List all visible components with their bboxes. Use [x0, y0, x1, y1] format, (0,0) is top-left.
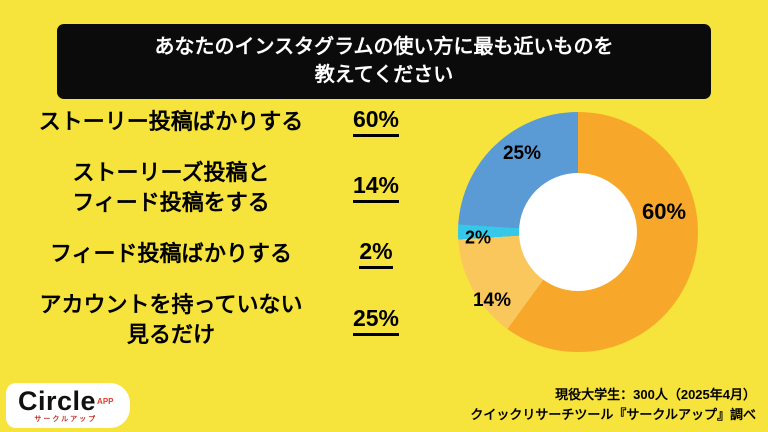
logo-wordmark: CircleAPP — [18, 386, 114, 417]
list-item: アカウントを持っていない 見るだけ 25% — [2, 290, 412, 349]
percent-value: 60% — [352, 106, 400, 137]
logo-app-superscript: APP — [97, 396, 114, 406]
circle-app-logo: CircleAPP サークルアップ — [6, 383, 130, 428]
option-value: 25% — [340, 305, 412, 336]
slice-label-stories-and-feed: 14% — [472, 290, 512, 311]
logo-brand-text: Circle — [18, 386, 97, 416]
percent-value: 14% — [352, 172, 400, 204]
logo-subtext: サークルアップ — [34, 416, 98, 423]
source-line-2: クイックリサーチツール『サークルアップ』調べ — [470, 406, 756, 422]
donut-chart: 60% 14% 2% 25% — [458, 112, 698, 352]
list-item: フィード投稿ばかりする 2% — [2, 238, 412, 270]
list-item: ストーリー投稿ばかりする 60% — [2, 106, 412, 137]
option-label: ストーリー投稿ばかりする — [38, 108, 304, 134]
option-value: 2% — [340, 238, 412, 270]
percent-value: 2% — [359, 238, 393, 270]
slice-label-no-account: 25% — [502, 143, 542, 164]
slice-label-stories-only: 60% — [641, 199, 687, 224]
options-list: ストーリー投稿ばかりする 60% ストーリーズ投稿と フィード投稿をする 14%… — [2, 106, 412, 371]
percent-value: 25% — [352, 305, 400, 336]
source-note: 現役大学生：300人（2025年4月） クイックリサーチツール『サークルアップ』… — [470, 385, 756, 424]
source-line-1: 現役大学生：300人（2025年4月） — [555, 387, 756, 402]
list-item: ストーリーズ投稿と フィード投稿をする 14% — [2, 158, 412, 217]
option-label: ストーリーズ投稿と フィード投稿をする — [72, 160, 270, 215]
page-title: あなたのインスタグラムの使い方に最も近いものを 教えてください — [154, 36, 614, 87]
title-banner: あなたのインスタグラムの使い方に最も近いものを 教えてください — [57, 24, 711, 99]
option-value: 14% — [340, 172, 412, 204]
donut-hole — [519, 173, 637, 291]
slice-label-feed-only: 2% — [464, 227, 492, 248]
option-value: 60% — [340, 106, 412, 137]
option-label: フィード投稿ばかりする — [49, 241, 292, 267]
option-label: アカウントを持っていない 見るだけ — [39, 292, 303, 348]
